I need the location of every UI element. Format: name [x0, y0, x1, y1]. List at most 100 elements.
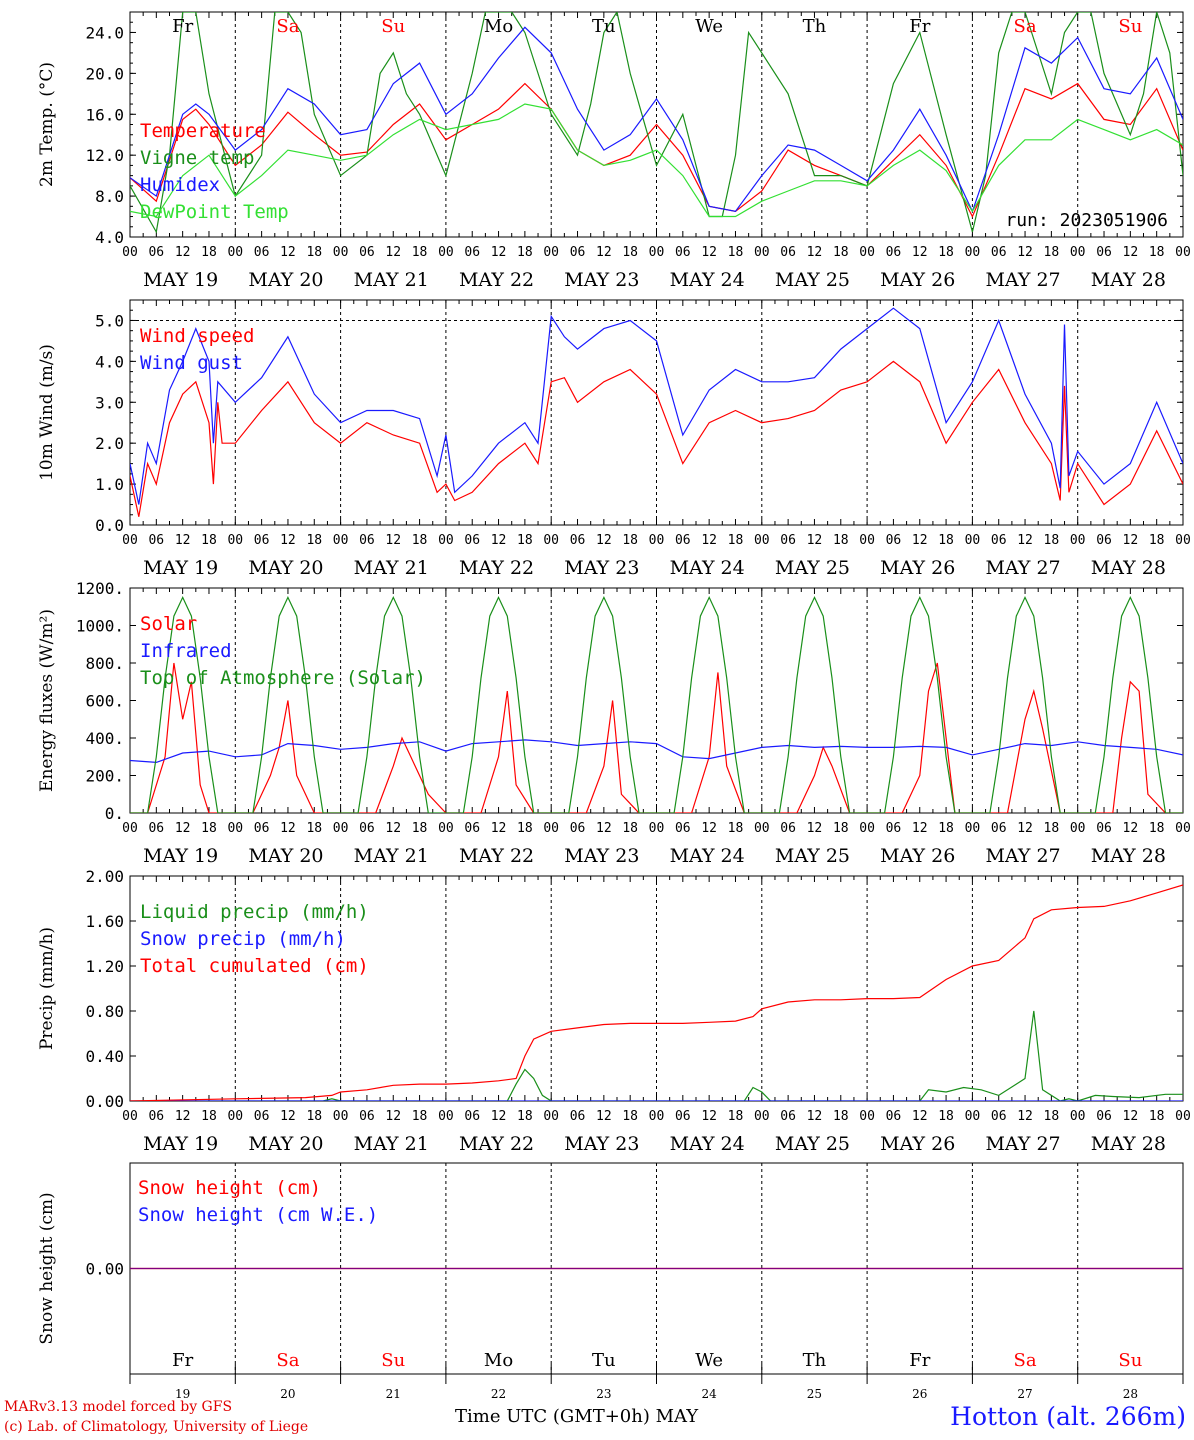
station-name: Hotton (alt. 266m): [950, 1402, 1186, 1431]
y-tick-label: 3.0: [95, 393, 124, 412]
hour-label: 06: [780, 533, 796, 548]
hour-label: 06: [254, 245, 270, 260]
hour-label: 00: [1070, 1109, 1086, 1124]
hour-label: 12: [175, 245, 191, 260]
hour-label: 06: [359, 245, 375, 260]
hour-label: 00: [859, 245, 875, 260]
hour-label: 06: [464, 245, 480, 260]
hour-label: 00: [122, 533, 138, 548]
month-label: MAY: [655, 1406, 699, 1427]
hour-label: 12: [596, 533, 612, 548]
hour-label: 06: [464, 533, 480, 548]
y-tick-label: 1.60: [85, 912, 124, 931]
date-label: MAY 28: [1091, 845, 1166, 867]
day-name-bottom: Sa: [1014, 1350, 1037, 1371]
hour-label: 12: [1017, 821, 1033, 836]
day-name-bottom: Th: [803, 1350, 827, 1371]
day-number: 26: [912, 1387, 927, 1401]
hour-label: 18: [517, 533, 533, 548]
y-tick-label: 200.: [85, 767, 124, 786]
hour-label: 12: [1017, 1109, 1033, 1124]
hour-label: 12: [491, 533, 507, 548]
date-label: MAY 27: [985, 845, 1060, 867]
hour-label: 00: [438, 245, 454, 260]
hour-label: 06: [464, 1109, 480, 1124]
hour-label: 12: [385, 821, 401, 836]
hour-label: 12: [701, 1109, 717, 1124]
date-label: MAY 24: [670, 845, 745, 867]
hour-label: 18: [622, 1109, 638, 1124]
day-number: 28: [1123, 1387, 1138, 1401]
hour-label: 06: [886, 533, 902, 548]
day-name-top: Mo: [484, 16, 513, 37]
hour-label: 00: [754, 245, 770, 260]
series-line: [130, 307, 1183, 505]
hour-label: 18: [1149, 245, 1165, 260]
hour-label: 06: [254, 533, 270, 548]
hour-label: 18: [833, 245, 849, 260]
hour-label: 18: [833, 821, 849, 836]
hour-label: 00: [859, 821, 875, 836]
hour-label: 18: [622, 821, 638, 836]
hour-label: 12: [701, 245, 717, 260]
hour-label: 18: [622, 533, 638, 548]
y-tick-label: 12.0: [85, 146, 124, 165]
date-label: MAY 28: [1091, 269, 1166, 291]
legend-entry: Temperature: [140, 120, 266, 142]
hour-label: 12: [280, 245, 296, 260]
hour-label: 18: [306, 533, 322, 548]
date-label: MAY 22: [459, 557, 534, 579]
day-number: 24: [702, 1387, 718, 1401]
y-tick-label: 4.0: [95, 228, 124, 247]
hour-label: 12: [807, 533, 823, 548]
hour-label: 12: [1123, 533, 1139, 548]
day-name-top: Tu: [592, 16, 616, 37]
hour-label: 00: [965, 1109, 981, 1124]
hour-label: 12: [280, 533, 296, 548]
legend-entry: Wind speed: [140, 325, 254, 347]
hour-label: 12: [280, 1109, 296, 1124]
hour-label: 18: [412, 245, 428, 260]
hour-label: 18: [833, 533, 849, 548]
y-tick-label: 0.00: [85, 1092, 124, 1111]
hour-label: 00: [227, 1109, 243, 1124]
date-label: MAY 23: [564, 269, 639, 291]
date-label: MAY 22: [459, 845, 534, 867]
series-line: [130, 12, 1183, 234]
hour-label: 18: [938, 245, 954, 260]
hour-label: 18: [1149, 1109, 1165, 1124]
hour-label: 06: [254, 1109, 270, 1124]
date-label: MAY 22: [459, 269, 534, 291]
day-number: 20: [280, 1387, 295, 1401]
hour-label: 06: [359, 533, 375, 548]
hour-label: 18: [306, 245, 322, 260]
day-number: 25: [807, 1387, 822, 1401]
day-name-top: Fr: [909, 16, 930, 37]
date-label: MAY 20: [248, 1133, 323, 1155]
day-name-top: Th: [803, 16, 827, 37]
y-tick-label: 800.: [85, 654, 124, 673]
date-label: MAY 21: [354, 557, 429, 579]
hour-label: 06: [464, 821, 480, 836]
date-label: MAY 23: [564, 1133, 639, 1155]
panel-4: 0.00 0.40 0.80 1.20 1.60 2.00 Precip (mm/h) Liq…: [37, 867, 1191, 1155]
hour-label: 12: [807, 1109, 823, 1124]
hour-label: 18: [833, 1109, 849, 1124]
day-name-top: Su: [1118, 16, 1142, 37]
hour-label: 18: [728, 821, 744, 836]
hour-label: 18: [517, 245, 533, 260]
date-label: MAY 26: [880, 557, 955, 579]
date-label: MAY 25: [775, 557, 850, 579]
hour-label: 06: [780, 1109, 796, 1124]
hour-label: 18: [728, 1109, 744, 1124]
date-label: MAY 24: [670, 557, 745, 579]
y-tick-label: 0.00: [85, 1260, 124, 1279]
date-label: MAY 25: [775, 845, 850, 867]
hour-label: 12: [596, 821, 612, 836]
hour-label: 06: [1096, 533, 1112, 548]
hour-label: 00: [122, 245, 138, 260]
y-tick-label: 400.: [85, 729, 124, 748]
hour-label: 00: [438, 821, 454, 836]
y-tick-label: 0.40: [85, 1047, 124, 1066]
day-number: 22: [491, 1387, 506, 1401]
